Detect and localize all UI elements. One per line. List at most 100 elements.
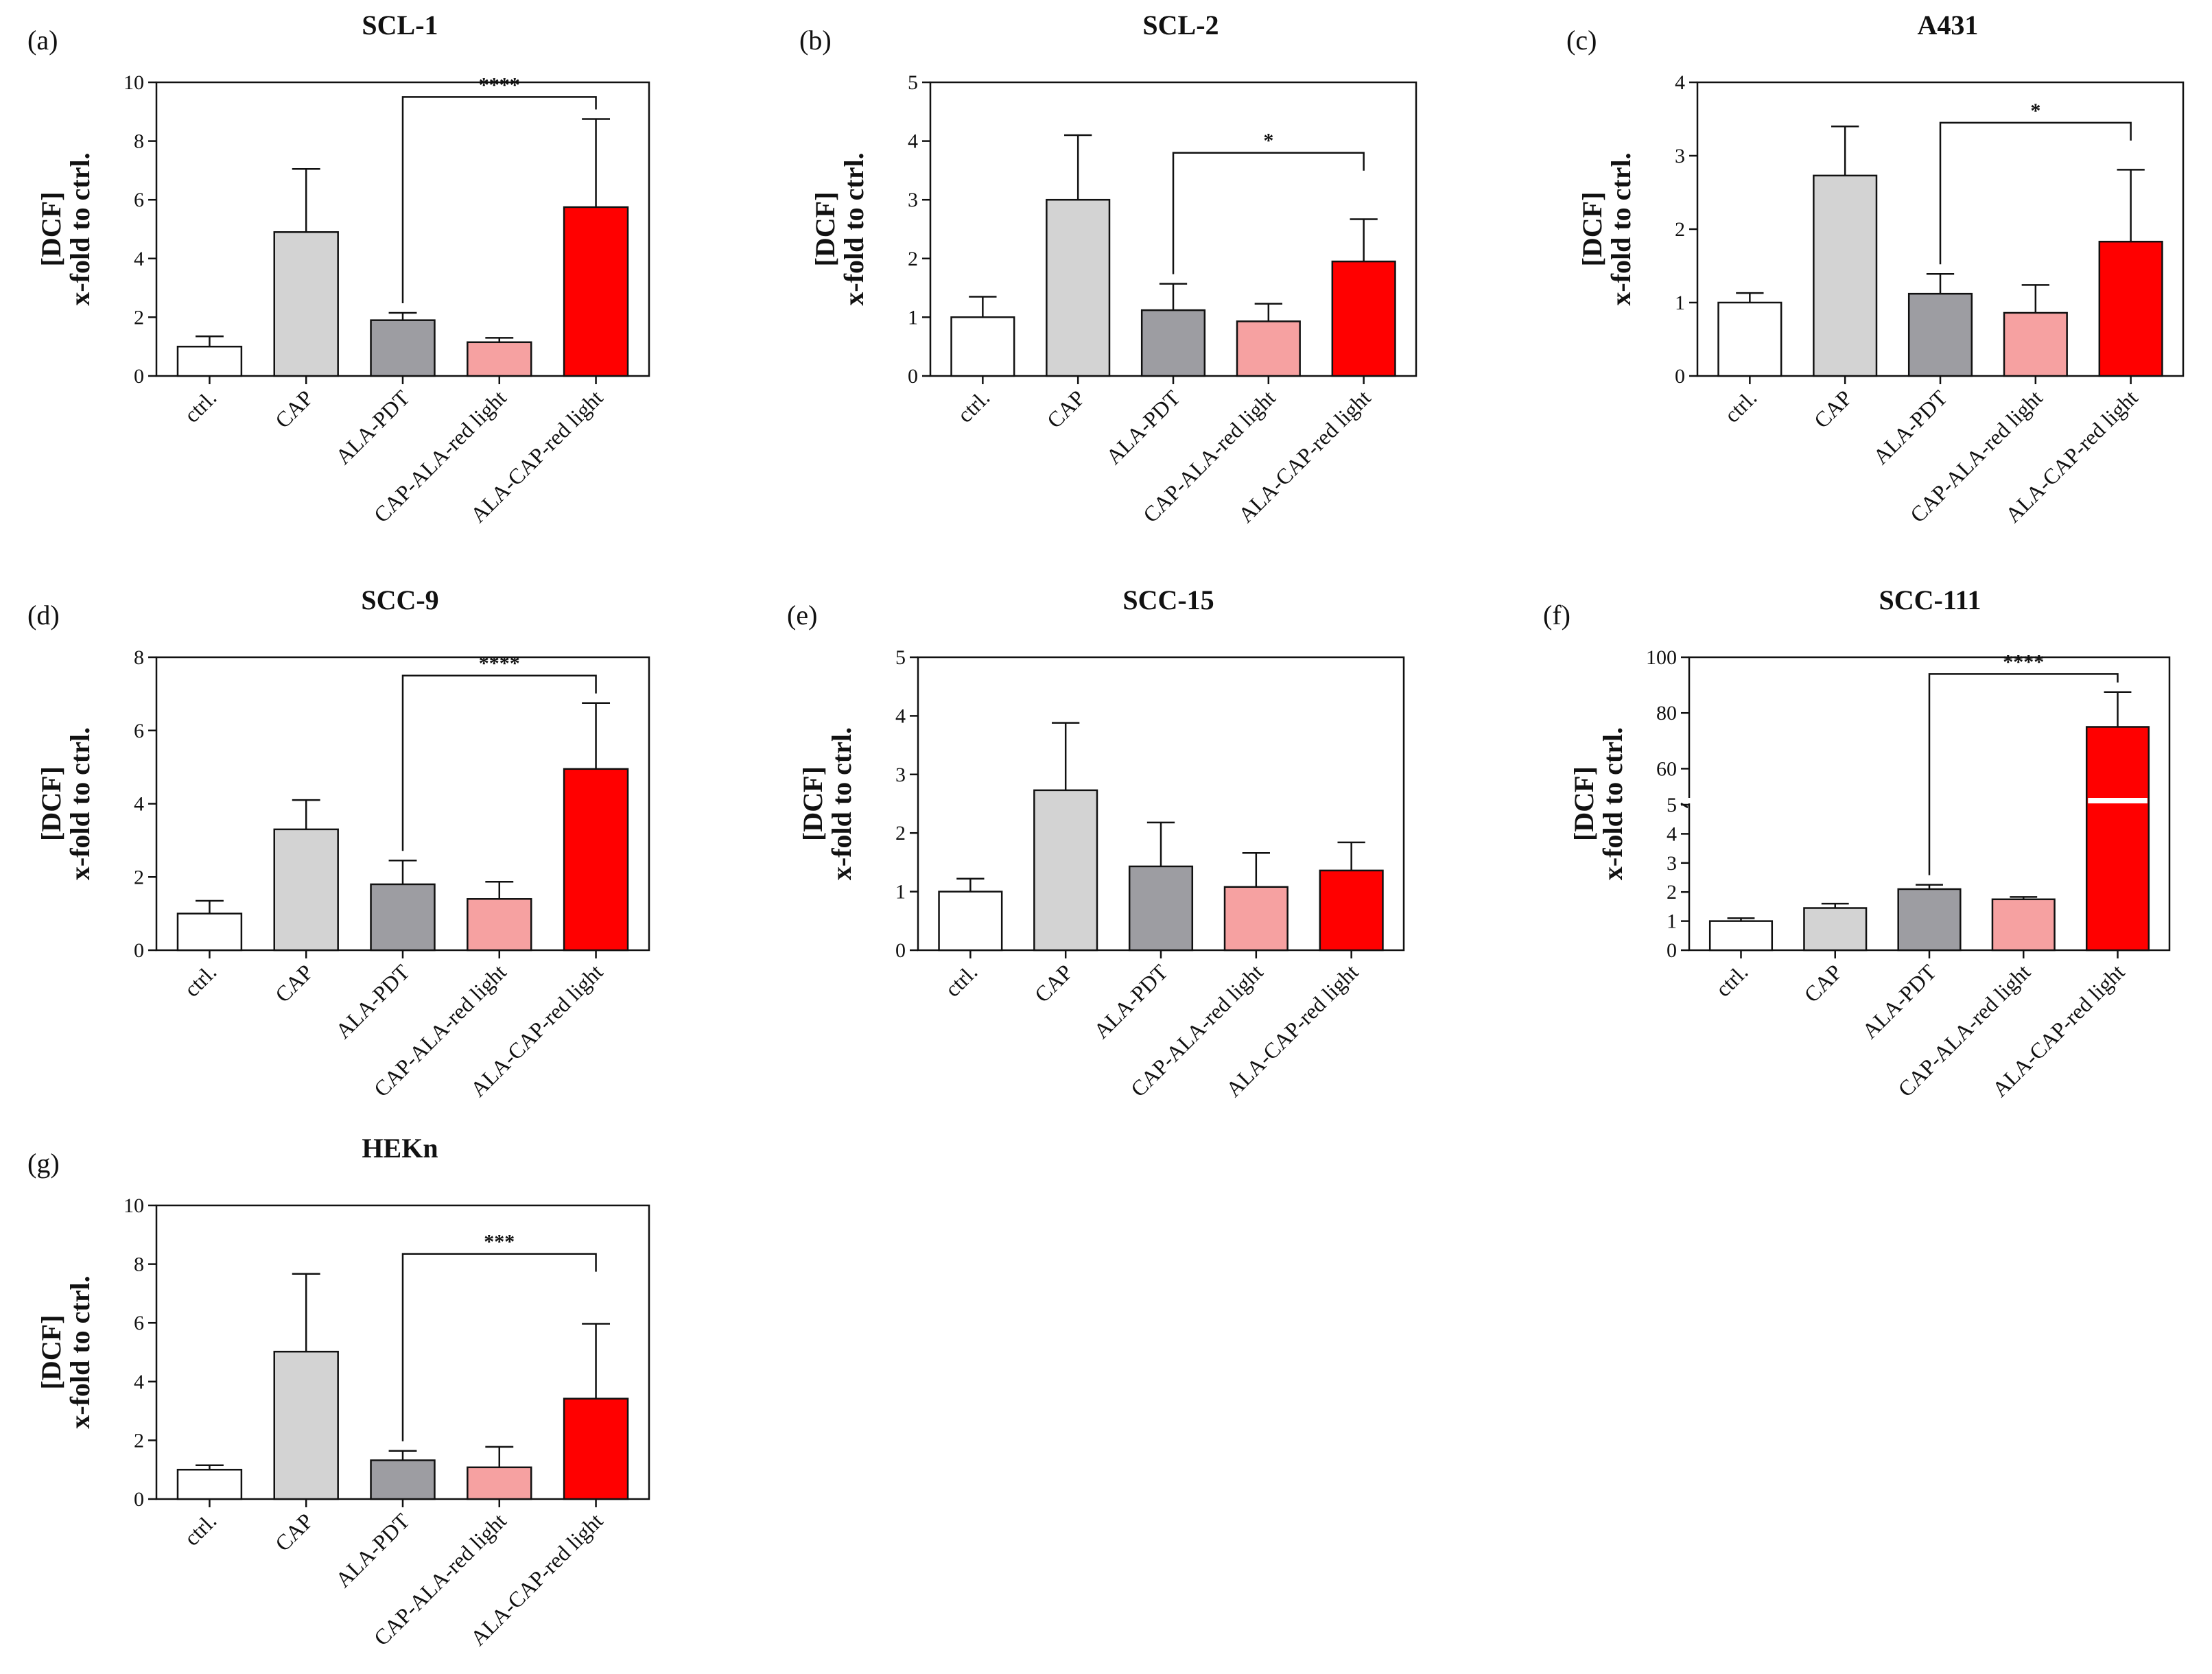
y-tick-label: 8 [134,130,144,153]
bar-0 [1717,301,1782,377]
panel-letter: (d) [27,600,60,630]
significance-bracket [401,674,597,851]
bar-2 [1897,888,1962,952]
y-axis-title-line2: x-fold to ctrl. [64,727,95,880]
y-tick-label: 6 [134,720,144,742]
y-tick-label: 5 [908,71,918,94]
x-tick-label: CAP [270,385,318,432]
x-tick-label: CAP [1799,959,1846,1006]
x-tick-label: CAP [1042,385,1090,432]
significance-label: **** [479,73,520,96]
bar-0 [176,1468,243,1500]
bar-4 [563,206,629,377]
x-tick-label: ctrl. [1710,959,1752,1001]
y-tick-label: 1 [895,881,906,904]
y-tick-label: 3 [895,764,906,786]
bar-break-gap [2088,798,2148,803]
y-tick-label: 8 [134,646,144,669]
y-tick-label: 60 [1656,757,1677,780]
chart-title: SCC-111 [1879,585,1981,615]
bar-1 [273,1350,339,1500]
chart-panel-a: (a) SCL-1 [DCF]x-fold to ctrl. 0 2 4 6 8 10 ctrl.… [27,10,650,528]
significance-label: *** [484,1231,515,1253]
bar-3 [1991,898,2056,952]
bar-4 [1319,869,1384,952]
x-tick-label: ctrl. [952,385,994,427]
y-tick-label: 6 [134,189,144,211]
y-axis-title-line2: x-fold to ctrl. [64,152,95,305]
y-tick-label: 1 [908,306,918,329]
chart-panel-c: (c) A431 [DCF]x-fold to ctrl. 0 1 2 3 4 ctrl. CAP… [1566,10,2185,528]
y-tick-label: 5 [895,646,906,669]
x-tick-label: ALA-PDT [1857,959,1942,1044]
y-tick-label: 100 [1646,646,1677,669]
y-axis-title-line1: [DCF] [810,192,840,267]
bar-0 [176,345,243,377]
bar-4 [563,768,629,952]
y-tick-label: 2 [134,306,144,329]
y-tick-label: 10 [123,1194,144,1217]
y-tick-label: 2 [895,822,906,845]
significance-bracket [401,96,597,303]
x-tick-label: CAP [1809,385,1857,432]
bar-1 [1813,174,1878,377]
bar-1 [1033,789,1098,952]
y-axis-title-line2: x-fold to ctrl. [1605,152,1636,305]
significance-bracket [1928,673,2119,875]
significance-bracket [401,1253,597,1441]
y-tick-label: 1 [1667,910,1677,933]
y-tick-label: 2 [908,248,918,270]
x-tick-label: ctrl. [179,959,221,1001]
y-tick-label: 3 [908,189,918,211]
chart-title: SCL-2 [1142,10,1219,40]
bar-1 [1803,907,1868,952]
bar-4 [2085,726,2150,952]
y-axis-title-line2: x-fold to ctrl. [826,727,857,880]
x-tick-label: ctrl. [940,959,982,1001]
y-axis-title-line1: [DCF] [797,766,828,841]
significance-label: **** [479,652,520,675]
y-tick-label: 0 [134,1488,144,1511]
bar-1 [1046,198,1111,377]
x-tick-label: ALA-PDT [331,385,415,469]
panel-letter: (a) [27,25,58,56]
axis-break-gap [1682,798,1692,803]
y-tick-label: 2 [134,866,144,888]
significance-label: **** [2003,650,2044,673]
chart-title: SCC-15 [1122,585,1214,615]
chart-title: HEKn [362,1133,438,1164]
x-tick-label: ALA-PDT [1868,385,1953,469]
bar-4 [2098,240,2163,377]
y-axis-title-line1: [DCF] [1568,766,1599,841]
x-tick-label: ctrl. [179,385,221,427]
chart-panel-g: (g) HEKn [DCF]x-fold to ctrl. 0 2 4 6 8 10 ctrl. C… [27,1133,650,1651]
bar-1 [273,828,339,952]
panel-letter: (f) [1543,600,1570,630]
x-tick-label: ctrl. [179,1508,221,1550]
y-tick-label: 0 [1675,365,1685,388]
bar-3 [1223,886,1289,952]
chart-panel-d: (d) SCC-9 [DCF]x-fold to ctrl. 0 2 4 6 8 ctrl. CA… [27,585,650,1102]
y-tick-label: 2 [1667,881,1677,904]
y-tick-label: 0 [908,365,918,388]
y-tick-label: 2 [134,1429,144,1452]
bar-2 [370,319,436,377]
y-axis-title-line1: [DCF] [1577,192,1608,267]
significance-label: * [1263,130,1273,152]
chart-title: A431 [1918,10,1979,40]
panel-letter: (e) [787,600,817,630]
chart-title: SCC-9 [361,585,438,615]
y-axis-title-line1: [DCF] [36,1315,67,1390]
bar-3 [467,1466,532,1500]
y-tick-label: 4 [1667,823,1677,845]
y-axis-title-line1: [DCF] [36,192,67,267]
y-tick-label: 4 [134,1371,144,1393]
y-tick-label: 3 [1675,145,1685,167]
chart-panel-b: (b) SCL-2 [DCF]x-fold to ctrl. 0 1 2 3 4 5 ctrl. C… [799,10,1417,528]
x-tick-label: ALA-PDT [331,959,415,1044]
chart-panel-e: (e) SCC-15 [DCF]x-fold to ctrl. 0 1 2 3 4 5 ctrl.… [787,585,1405,1102]
bar-3 [1236,320,1301,377]
bar-3 [467,341,532,377]
x-tick-label: ctrl. [1719,385,1761,427]
